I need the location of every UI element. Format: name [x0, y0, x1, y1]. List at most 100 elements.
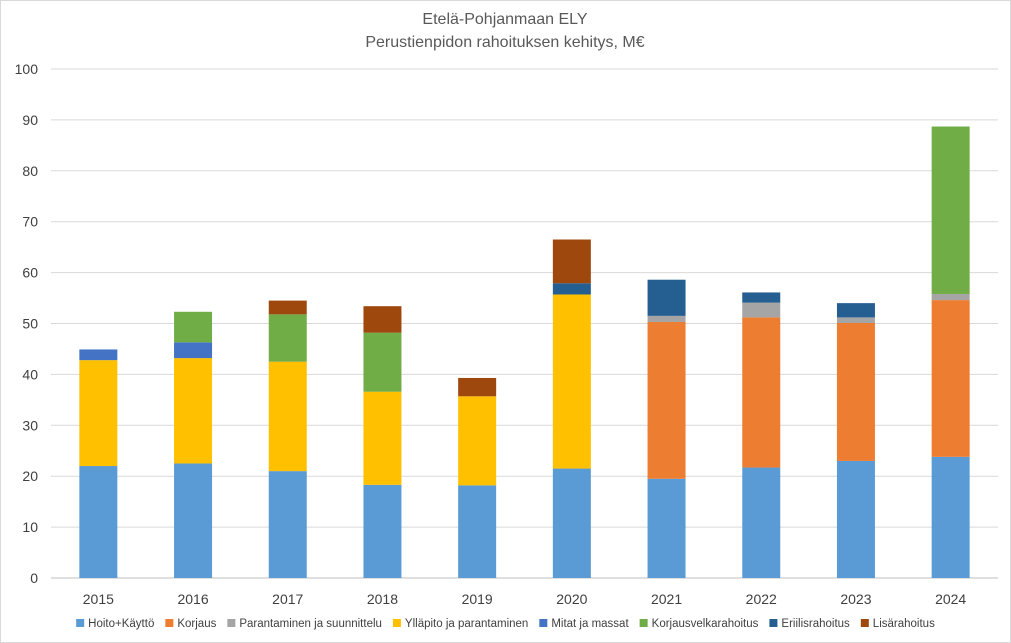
bar-segment	[363, 484, 402, 578]
x-tick-label: 2019	[462, 591, 493, 607]
legend-label: Eriilisrahoitus	[781, 618, 850, 630]
bar-stack-2022	[742, 292, 781, 578]
x-tick-label: 2022	[746, 591, 777, 607]
bar-segment	[79, 349, 118, 361]
bar-segment	[931, 456, 970, 578]
y-tick-label: 50	[22, 316, 38, 332]
legend-label: Ylläpito ja parantaminen	[405, 618, 528, 630]
y-tick-label: 60	[22, 265, 38, 281]
bar-segment	[647, 321, 686, 479]
legend-label: Korjaus	[177, 618, 216, 630]
bars	[79, 126, 970, 578]
bar-segment	[174, 311, 213, 343]
bar-segment	[363, 391, 402, 485]
bar-segment	[742, 292, 781, 303]
bar-segment	[458, 396, 497, 486]
y-tick-label: 100	[15, 61, 39, 77]
bar-segment	[458, 485, 497, 578]
y-axis-ticks: 0 10 20 30 40 50 60 70 80 90 100	[15, 61, 39, 586]
y-tick-label: 70	[22, 214, 38, 230]
legend-swatch	[769, 619, 778, 627]
bar-stack-2023	[836, 303, 875, 578]
y-tick-label: 80	[22, 163, 38, 179]
bar-segment	[836, 303, 875, 318]
bar-segment	[552, 283, 591, 295]
y-tick-label: 20	[22, 468, 38, 484]
bar-segment	[174, 342, 213, 359]
bar-segment	[742, 302, 781, 318]
chart-title: Etelä-Pohjanmaan ELY	[422, 11, 587, 28]
bar-segment	[268, 314, 307, 362]
y-tick-label: 30	[22, 417, 38, 433]
legend-item: Lisärahoitus	[860, 618, 935, 630]
bar-segment	[79, 466, 118, 578]
legend-swatch	[639, 619, 648, 627]
bar-segment	[458, 377, 497, 397]
bar-segment	[742, 467, 781, 578]
bar-segment	[552, 468, 591, 578]
x-tick-label: 2016	[177, 591, 208, 607]
bar-segment	[79, 360, 118, 467]
bar-segment	[363, 306, 402, 333]
legend-swatch	[539, 619, 548, 627]
bar-stack-2016	[174, 311, 213, 578]
bar-segment	[836, 460, 875, 578]
bar-segment	[552, 239, 591, 284]
bar-stack-2017	[268, 300, 307, 578]
bar-segment	[363, 332, 402, 392]
bar-segment	[647, 478, 686, 578]
bar-segment	[552, 294, 591, 469]
y-tick-label: 0	[30, 570, 38, 586]
bar-segment	[174, 358, 213, 464]
legend-label: Hoito+Käyttö	[88, 618, 154, 630]
legend-item: Eriilisrahoitus	[769, 618, 850, 630]
bar-segment	[647, 279, 686, 316]
legend-item: Ylläpito ja parantaminen	[392, 618, 528, 630]
legend-label: Mitat ja massat	[551, 618, 629, 630]
bar-stack-2019	[458, 377, 497, 578]
legend: Hoito+Käyttö Korjaus Parantaminen ja suunn…	[76, 618, 935, 630]
bar-segment	[931, 126, 970, 294]
legend-swatch	[860, 619, 869, 627]
legend-label: Korjausvelkarahoitus	[652, 618, 759, 630]
bar-stack-2021	[647, 279, 686, 578]
bar-stack-2015	[79, 349, 118, 578]
legend-item: Korjausvelkarahoitus	[639, 618, 759, 630]
x-tick-label: 2018	[367, 591, 398, 607]
x-tick-label: 2021	[651, 591, 682, 607]
x-tick-label: 2020	[556, 591, 587, 607]
bar-segment	[742, 317, 781, 468]
bar-segment	[836, 322, 875, 461]
legend-item: Korjaus	[165, 618, 217, 630]
chart-subtitle: Perustienpidon rahoituksen kehitys, M€	[365, 34, 644, 51]
legend-swatch	[392, 619, 401, 627]
bar-segment	[174, 463, 213, 578]
x-axis-ticks: 2015 2016 2017 2018 2019 2020 2021 2022 2023 2024	[83, 591, 967, 607]
legend-label: Lisärahoitus	[873, 618, 935, 630]
bar-stack-2020	[552, 239, 591, 578]
bar-stack-2024	[931, 126, 970, 578]
bar-segment	[268, 300, 307, 315]
legend-swatch	[76, 619, 85, 627]
legend-label: Parantaminen ja suunnittelu	[239, 618, 382, 630]
x-tick-label: 2017	[272, 591, 303, 607]
y-tick-label: 90	[22, 112, 38, 128]
legend-item: Mitat ja massat	[539, 618, 629, 630]
bar-segment	[931, 293, 970, 301]
bar-segment	[268, 361, 307, 472]
legend-item: Parantaminen ja suunnittelu	[227, 618, 382, 630]
bar-segment	[268, 471, 307, 578]
bar-stack-2018	[363, 306, 402, 578]
x-tick-label: 2023	[840, 591, 871, 607]
y-tick-label: 10	[22, 519, 38, 535]
y-tick-label: 40	[22, 366, 38, 382]
legend-swatch	[165, 619, 174, 627]
x-tick-label: 2024	[935, 591, 966, 607]
bar-segment	[647, 315, 686, 322]
bar-segment	[931, 300, 970, 457]
legend-swatch	[227, 619, 236, 627]
bar-segment	[836, 317, 875, 323]
x-tick-label: 2015	[83, 591, 114, 607]
